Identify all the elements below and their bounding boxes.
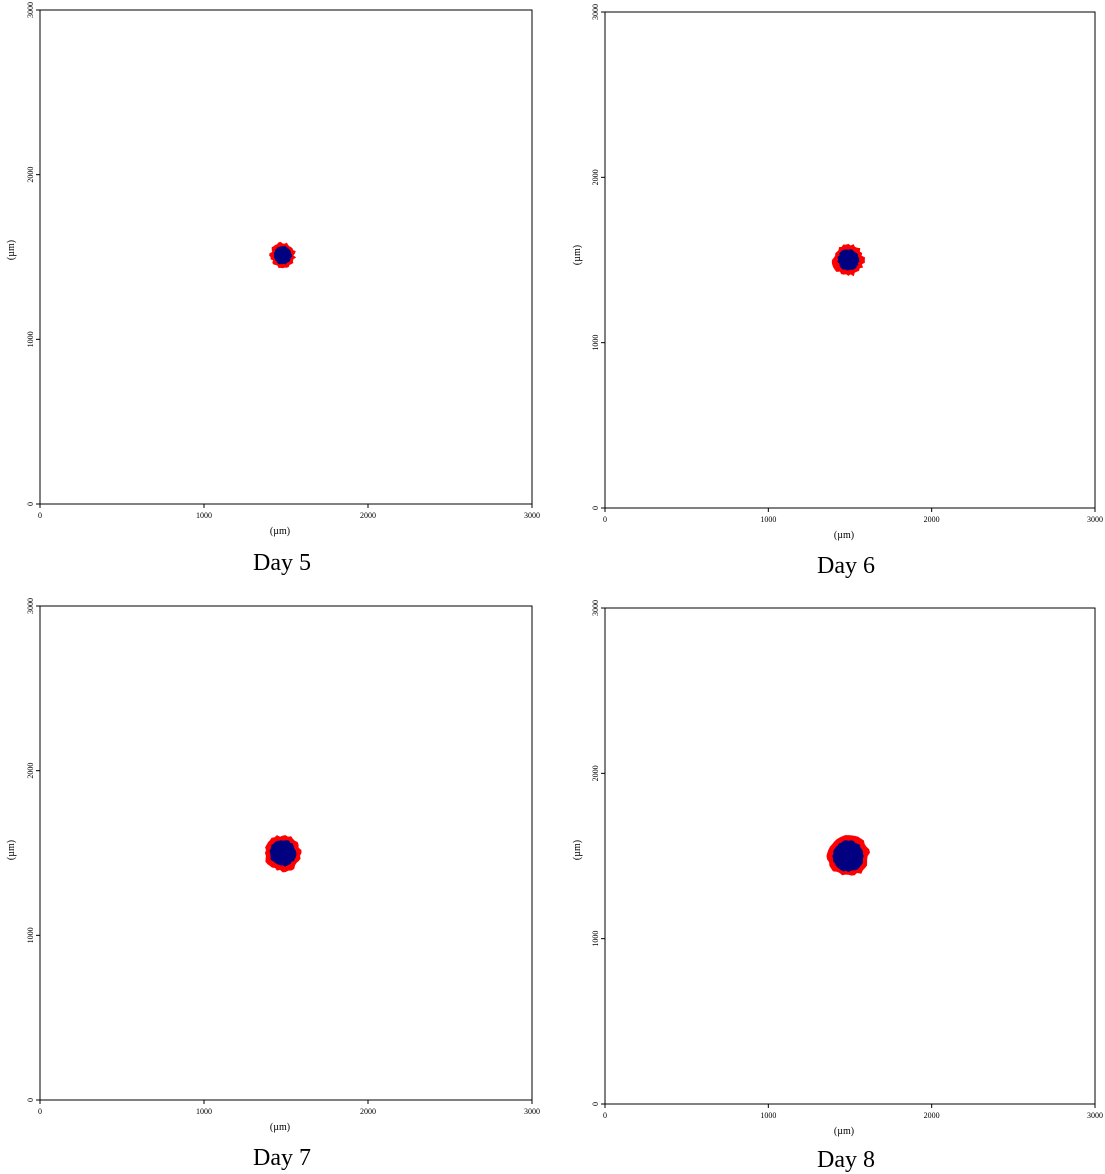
y-tick-label: 0 bbox=[26, 502, 35, 506]
x-tick-label: 2000 bbox=[360, 1107, 376, 1116]
y-tick-label: 1000 bbox=[26, 331, 35, 347]
y-tick-label: 0 bbox=[591, 1102, 600, 1106]
x-tick-label: 1000 bbox=[196, 511, 212, 520]
chart-panel-1: 0 1000 2000 3000 0 1000 2000 3000 (µm) (µm) Day 5 bbox=[6, 2, 540, 576]
x-axis-label: (µm) bbox=[834, 1126, 854, 1137]
tumor-core-region bbox=[837, 249, 860, 271]
y-axis-label: (µm) bbox=[572, 840, 583, 860]
y-tick-label: 3000 bbox=[26, 598, 35, 614]
x-axis-label: (µm) bbox=[270, 1122, 290, 1133]
y-tick-label: 3000 bbox=[591, 4, 600, 20]
chart-panel-2: 0 1000 2000 3000 0 1000 2000 3000 (µm) (µm) Day 6 bbox=[572, 4, 1103, 579]
x-tick-label: 3000 bbox=[1087, 1111, 1103, 1120]
y-tick-label: 2000 bbox=[591, 765, 600, 781]
chart-panel-3: 0 1000 2000 3000 0 1000 2000 3000 (µm) (µm) Day 7 bbox=[6, 598, 540, 1171]
y-tick-label: 1000 bbox=[591, 931, 600, 947]
tumor-core-region bbox=[832, 840, 864, 872]
y-tick-label: 2000 bbox=[591, 169, 600, 185]
panel-caption: Day 8 bbox=[817, 1147, 875, 1173]
tumor-core-region bbox=[269, 840, 297, 867]
x-tick-label: 0 bbox=[38, 511, 42, 520]
panel-caption: Day 7 bbox=[253, 1145, 311, 1171]
x-tick-label: 3000 bbox=[1087, 515, 1103, 524]
x-tick-label: 0 bbox=[603, 515, 607, 524]
x-tick-label: 2000 bbox=[360, 511, 376, 520]
y-axis-label: (µm) bbox=[6, 240, 17, 260]
x-tick-label: 3000 bbox=[524, 1107, 540, 1116]
x-tick-label: 1000 bbox=[760, 1111, 776, 1120]
y-tick-label: 1000 bbox=[591, 335, 600, 351]
y-tick-label: 2000 bbox=[26, 167, 35, 183]
x-tick-label: 0 bbox=[603, 1111, 607, 1120]
y-tick-label: 3000 bbox=[26, 2, 35, 18]
x-tick-label: 3000 bbox=[524, 511, 540, 520]
x-tick-label: 2000 bbox=[924, 1111, 940, 1120]
panel-caption: Day 6 bbox=[817, 553, 875, 579]
y-axis-label: (µm) bbox=[572, 245, 583, 265]
x-axis-label: (µm) bbox=[834, 530, 854, 541]
x-tick-label: 2000 bbox=[924, 515, 940, 524]
y-axis-label: (µm) bbox=[6, 840, 17, 860]
x-tick-label: 0 bbox=[38, 1107, 42, 1116]
y-tick-label: 0 bbox=[26, 1098, 35, 1102]
tumor-core-region bbox=[273, 246, 293, 265]
y-tick-label: 3000 bbox=[591, 600, 600, 616]
chart-panel-4: 0 1000 2000 3000 0 1000 2000 3000 (µm) (µm) Day 8 bbox=[572, 600, 1103, 1173]
x-tick-label: 1000 bbox=[760, 515, 776, 524]
x-axis-label: (µm) bbox=[270, 526, 290, 537]
y-tick-label: 1000 bbox=[26, 927, 35, 943]
y-tick-label: 2000 bbox=[26, 763, 35, 779]
x-tick-label: 1000 bbox=[196, 1107, 212, 1116]
y-tick-label: 0 bbox=[591, 506, 600, 510]
panel-caption: Day 5 bbox=[253, 550, 311, 576]
